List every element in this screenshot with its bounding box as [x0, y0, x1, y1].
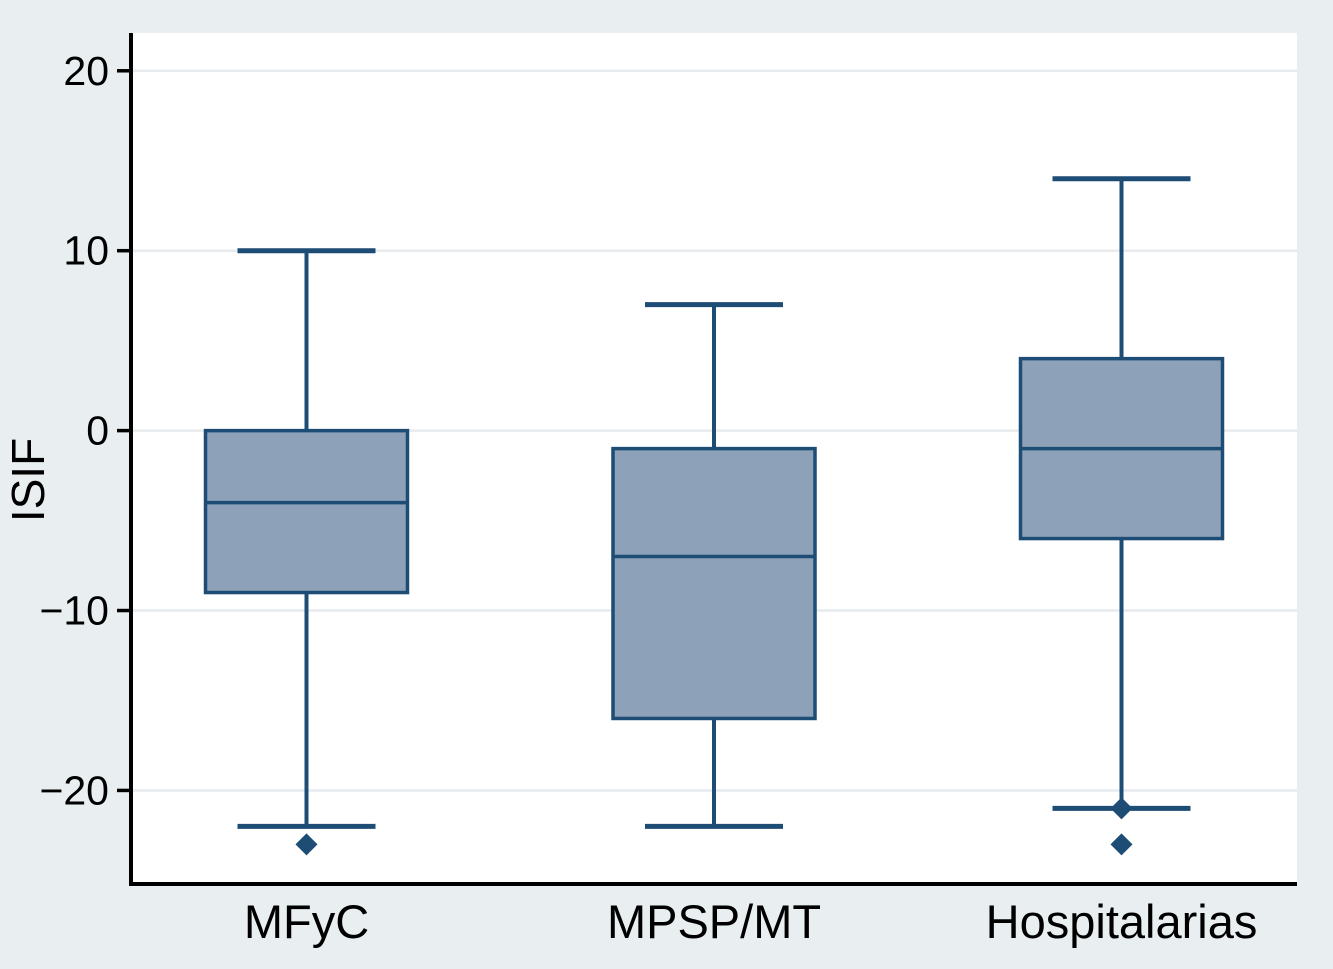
- y-tick-label: −20: [39, 767, 109, 813]
- x-category-label: MFyC: [244, 895, 369, 948]
- y-axis-title: ISIF: [2, 438, 54, 522]
- iqr-box: [203, 428, 410, 595]
- y-tick-label: 20: [63, 48, 109, 94]
- y-tick-label: 10: [63, 228, 109, 274]
- plot-layers: 20 10 0 −10 −20 MFyC MPSP/MT Hospitalarias: [39, 33, 1297, 948]
- outlier-marker: [1110, 797, 1133, 820]
- y-tick-label: −10: [39, 588, 109, 634]
- x-category-label: MPSP/MT: [607, 895, 821, 948]
- iqr-box: [611, 446, 817, 721]
- y-tick-label: 0: [86, 408, 109, 454]
- x-category-label: Hospitalarias: [986, 895, 1258, 948]
- outlier-marker: [295, 833, 318, 856]
- outlier-marker: [1110, 833, 1133, 856]
